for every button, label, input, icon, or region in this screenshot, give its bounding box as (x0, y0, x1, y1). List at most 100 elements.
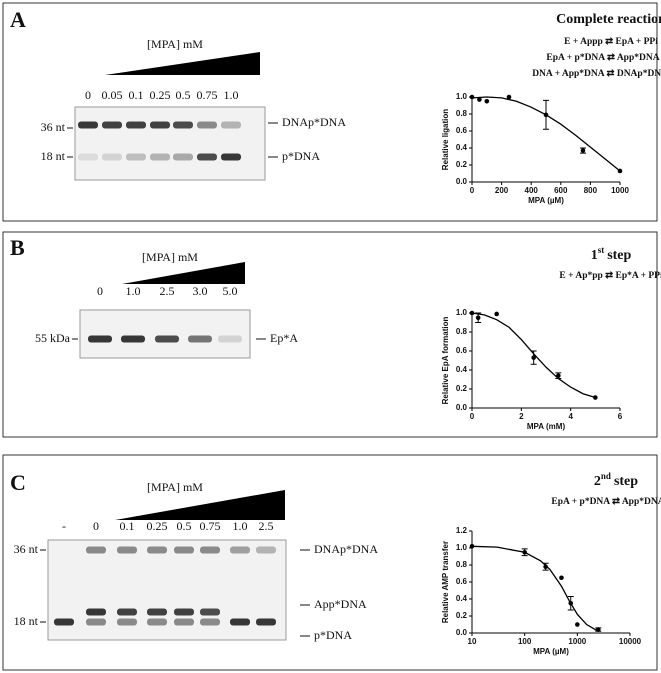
wedge (122, 262, 245, 284)
x-tick-label: 4 (568, 412, 573, 421)
x-axis-label: MPA (µM) (533, 647, 569, 656)
gel-band (173, 153, 193, 161)
gel-band (197, 153, 217, 161)
gel-band (200, 618, 220, 626)
gel-band (147, 546, 167, 554)
panel-label: A (10, 7, 26, 32)
gel-band (117, 546, 137, 554)
size-marker: 18 nt (14, 614, 39, 628)
y-tick-label: 0.4 (456, 594, 468, 603)
size-marker: 36 nt (41, 120, 66, 134)
gel (79, 309, 251, 359)
lane-label: 2.5 (259, 519, 274, 533)
gel-band (174, 608, 194, 616)
gel-band (121, 335, 145, 343)
x-tick-label: 1000 (568, 637, 586, 646)
data-point (568, 600, 574, 606)
gel-band (150, 153, 170, 161)
gel-band (174, 546, 194, 554)
chart-title-superscript: nd (601, 471, 611, 481)
data-point (522, 549, 527, 555)
lane-label: 5.0 (223, 284, 238, 298)
data-point (506, 94, 512, 100)
gel-band (126, 153, 146, 161)
gel-band (86, 618, 106, 626)
gel-band (54, 618, 74, 626)
chart-title-suffix: step (607, 248, 631, 263)
y-axis-label: Relative ligation (441, 109, 450, 170)
y-tick-label: 0.6 (456, 346, 468, 355)
gel-band (102, 121, 122, 129)
lane-label: 0.5 (176, 88, 191, 102)
data-point (543, 564, 548, 569)
data-point (543, 112, 549, 118)
lane-label: 0.05 (102, 88, 123, 102)
x-tick-label: 10000 (619, 637, 642, 646)
concentration-label: [MPA] mM (147, 480, 203, 494)
y-tick-label: 0.4 (456, 143, 468, 152)
size-marker: 36 nt (14, 542, 39, 556)
gel-band (126, 121, 146, 129)
gel (74, 106, 266, 181)
gel-band (86, 608, 106, 616)
concentration-label: [MPA] mM (147, 37, 203, 51)
x-tick-label: 0 (470, 412, 475, 421)
y-tick-label: 0.8 (456, 109, 468, 118)
band-label: p*DNA (282, 149, 320, 163)
lane-label: 1.0 (126, 284, 141, 298)
concentration-label: [MPA] mM (142, 250, 198, 264)
lane-label: 0.25 (147, 519, 168, 533)
band-label: App*DNA (314, 597, 367, 611)
x-tick-label: 400 (525, 186, 539, 195)
x-tick-label: 10 (468, 637, 477, 646)
reaction-equation: EpA + p*DNA ⇄ App*DNA + E (551, 496, 661, 507)
gel (47, 539, 287, 641)
gel-band (256, 546, 276, 554)
lane-label: 1.0 (224, 88, 239, 102)
chart-title-text: 2 (594, 474, 601, 489)
fit-curve (471, 545, 599, 632)
lane-label: 0.75 (197, 88, 218, 102)
chart-title-text: 1 (591, 248, 598, 263)
gel-band (150, 121, 170, 129)
data-point (477, 97, 482, 102)
y-tick-label: 0.0 (456, 177, 468, 186)
lane-label: 0.5 (177, 519, 192, 533)
data-point (575, 622, 580, 627)
gel-band (174, 618, 194, 626)
gel-band (230, 546, 250, 554)
y-tick-label: 1.0 (456, 543, 468, 552)
lane-label: 0.25 (150, 88, 171, 102)
x-tick-label: 0 (470, 186, 475, 195)
gel-band (88, 335, 112, 343)
gel-band (117, 618, 137, 626)
gel-band (147, 608, 167, 616)
gel-band (200, 608, 220, 616)
y-tick-label: 1.2 (456, 526, 468, 535)
reaction-equation: DNA + App*DNA ⇄ DNAp*DNA + pA (532, 68, 661, 79)
chart-title: 1st step (591, 245, 632, 263)
x-tick-label: 2 (519, 412, 524, 421)
band-label: DNAp*DNA (282, 115, 346, 129)
reaction-equation: EpA + p*DNA ⇄ App*DNA + E (546, 52, 661, 63)
chart-title-suffix: step (614, 474, 638, 489)
gel-band (147, 618, 167, 626)
y-tick-label: 0.8 (456, 327, 468, 336)
gel-band (102, 153, 122, 161)
y-tick-label: 0.0 (456, 628, 468, 637)
chart-title: 2nd step (594, 471, 638, 489)
y-tick-label: 1.0 (456, 92, 468, 101)
y-tick-label: 0.0 (456, 403, 468, 412)
x-tick-label: 200 (495, 186, 509, 195)
lane-label: 0 (97, 284, 103, 298)
data-point (580, 148, 586, 153)
size-marker: 55 kDa (35, 331, 71, 345)
wedge (115, 490, 285, 520)
data-point (484, 98, 490, 104)
data-point (475, 315, 481, 321)
gel-band (188, 335, 212, 343)
panel-label: B (10, 235, 25, 260)
gel-band (200, 546, 220, 554)
band-label: DNAp*DNA (314, 542, 378, 556)
